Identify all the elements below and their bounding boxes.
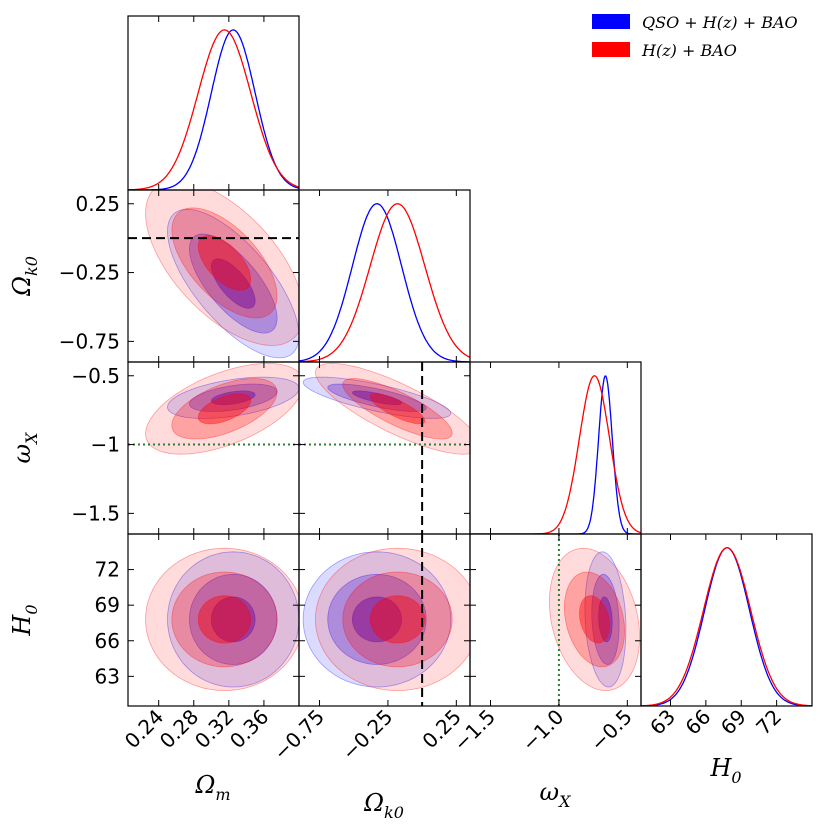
contour-red-1-0-1 [145,190,299,346]
contour-blue-1-0-3 [210,258,256,309]
contour-red-2-0-3 [197,393,252,425]
panel-3-1 [302,534,470,706]
xtick-label-3-2: 69 [716,705,751,740]
yaxis-label-omega-k0: Ωk0 [8,256,41,297]
legend-label-blue: QSO + H(z) + BAO [642,13,798,32]
xtick-label-2-1: −1.0 [517,705,568,756]
ytick-label-1-1: −0.25 [59,261,120,285]
panel-frame-2-2 [469,361,642,535]
ytick-label-2-2: −0.5 [71,364,120,388]
legend-swatch-red [592,42,630,57]
contour-blue-1-0-2 [188,233,278,334]
xtick-label-3-1: 66 [680,705,715,740]
marginal-curve-blue-2 [470,375,641,534]
panel-3-0 [145,547,299,692]
xtick-label-0-3: 0.36 [225,705,273,753]
legend-label-red: H(z) + BAO [641,41,737,60]
contour-red-3-2-1 [548,547,641,692]
panel-3-3 [641,547,812,706]
contour-red-1-0-3 [197,234,252,291]
contour-red-2-0-1 [145,363,299,455]
xaxis-label-omega-k0: Ωk0 [363,789,404,822]
contour-blue-2-1-3 [352,390,402,406]
contour-red-3-2-2 [563,571,626,668]
legend: QSO + H(z) + BAO H(z) + BAO [592,13,798,60]
xaxis-label-omega-x: ωX [540,778,572,811]
contour-red-3-1-1 [314,547,470,692]
marginal-curve-red-2 [470,375,641,534]
ytick-label-2-0: −1.5 [71,501,120,525]
contour-blue-2-1-1 [302,376,452,419]
marginal-curve-blue-1 [299,203,470,362]
panel-3-2 [548,534,641,706]
yaxis-label-omega-x: ωX [8,432,41,464]
yaxis-label-h0: H0 [8,604,41,636]
panel-1-1 [299,203,470,362]
contour-red-2-1-1 [315,362,470,455]
contour-red-3-2-3 [578,595,610,644]
xtick-label-1-1: −0.25 [337,705,397,765]
panel-0-0 [128,29,299,190]
contour-red-2-0-2 [171,378,278,440]
contour-blue-3-0-2 [188,573,278,665]
panel-frame-3-3 [640,533,813,707]
xtick-label-2-2: −0.5 [586,705,637,756]
contour-blue-3-1-2 [327,573,427,665]
ytick-label-3-2: 69 [95,593,120,617]
contour-red-1-0-2 [171,207,278,319]
ytick-label-3-1: 66 [95,629,120,653]
contour-red-3-0-2 [171,571,278,668]
legend-swatch-blue [592,14,630,29]
ytick-label-3-3: 72 [95,558,120,582]
contour-red-3-0-1 [145,547,299,692]
contour-blue-1-0-1 [167,208,299,359]
ytick-label-1-2: 0.25 [75,192,120,216]
panel-frame-1-1 [298,189,471,363]
panel-2-0 [128,363,299,455]
contour-red-3-1-3 [369,595,426,644]
contour-blue-3-2-2 [591,573,620,665]
panel-2-2 [470,375,641,534]
contour-red-3-1-2 [342,571,453,668]
contour-red-2-1-2 [342,378,453,440]
xtick-label-3-3: 72 [751,705,786,740]
marginal-curve-red-3 [641,547,812,706]
contour-blue-3-1-1 [302,551,452,688]
marginal-curve-red-0 [128,29,299,190]
contour-blue-3-1-3 [352,596,403,643]
contour-blue-2-1-2 [327,383,427,412]
contour-blue-3-2-1 [584,551,627,688]
marginal-curve-blue-3 [641,547,812,706]
panel-2-1 [299,362,470,534]
xaxis-label-h0: H0 [709,754,741,787]
contour-red-2-1-3 [369,393,426,425]
ytick-label-2-1: −1 [91,433,120,457]
ytick-label-1-0: −0.75 [59,329,120,353]
contour-blue-3-0-3 [210,596,256,643]
contour-blue-2-0-3 [210,390,256,406]
contour-red-3-0-3 [197,595,252,644]
marginal-curve-blue-0 [128,29,299,190]
contour-blue-3-0-1 [167,551,299,688]
panel-1-0 [128,190,299,359]
xaxis-label-omega-m: Ωm [194,771,230,804]
contour-blue-3-2-3 [598,596,613,643]
ytick-label-3-0: 63 [95,664,120,688]
xtick-label-1-0: −0.75 [269,705,329,765]
marginal-curve-red-1 [299,203,470,362]
contour-blue-2-0-2 [188,383,278,412]
xtick-label-3-0: 63 [645,705,680,740]
